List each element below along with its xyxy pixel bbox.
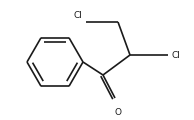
Text: Cl: Cl — [172, 51, 181, 60]
Text: O: O — [114, 108, 121, 117]
Text: Cl: Cl — [73, 12, 82, 21]
